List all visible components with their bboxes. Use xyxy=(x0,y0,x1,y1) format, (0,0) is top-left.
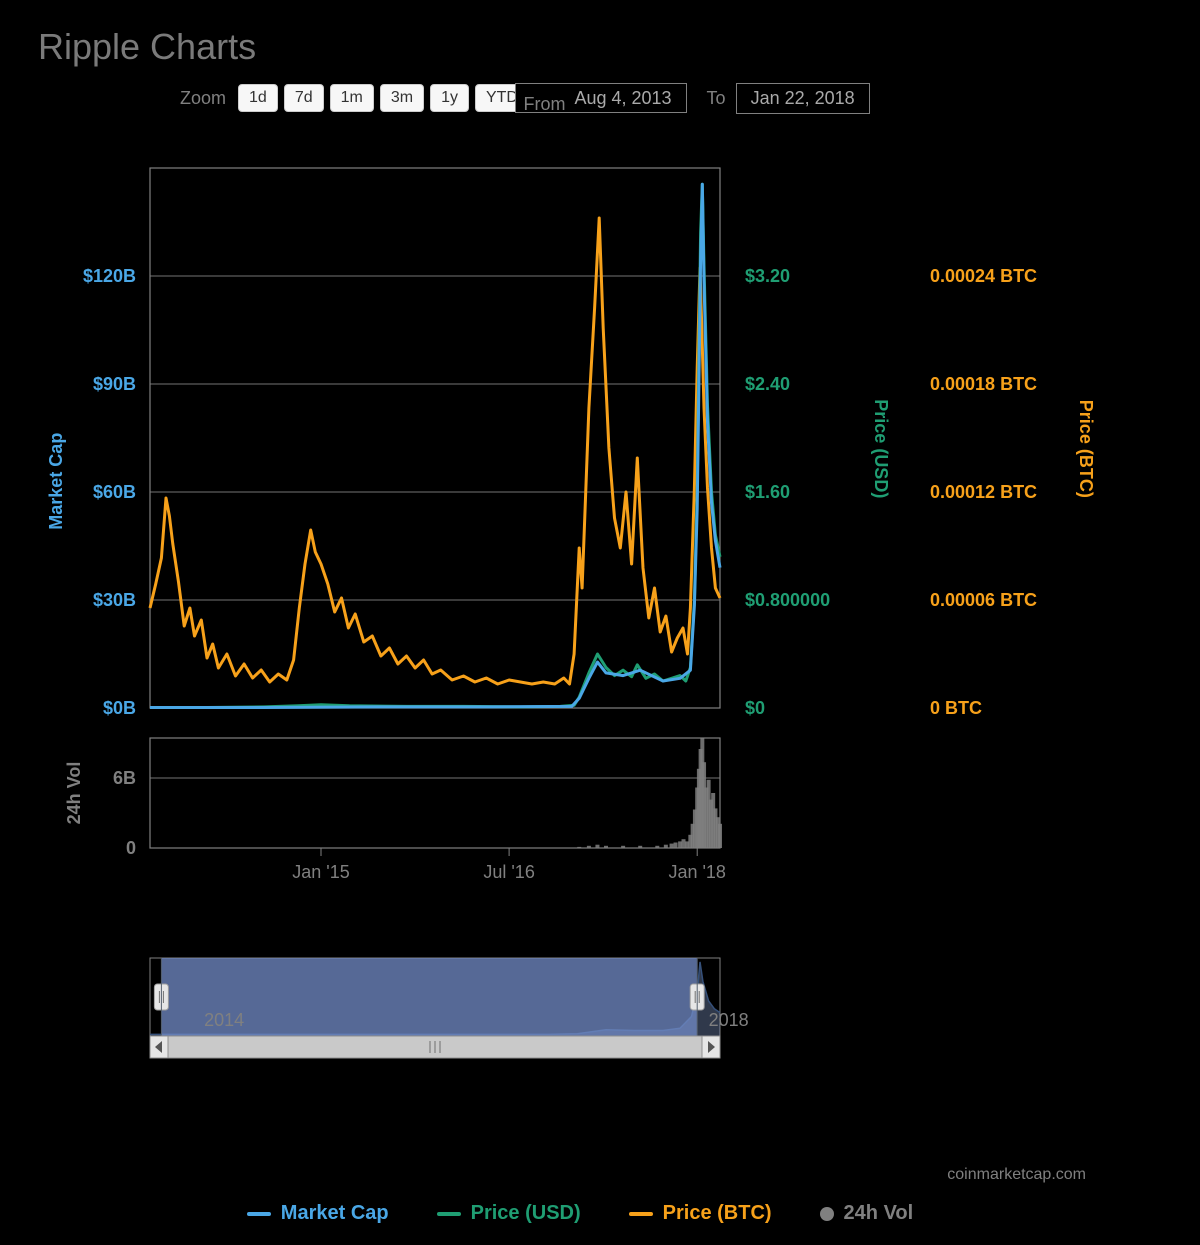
legend-item-price-usd-[interactable]: Price (USD) xyxy=(437,1202,581,1225)
svg-text:Price (BTC): Price (BTC) xyxy=(1076,400,1096,498)
zoom-button-3m[interactable]: 3m xyxy=(380,84,424,112)
legend: Market Cap Price (USD) Price (BTC) 24h Vol xyxy=(20,1198,1140,1225)
svg-text:$0: $0 xyxy=(745,698,765,718)
svg-text:Price (USD): Price (USD) xyxy=(871,399,891,498)
attribution: coinmarketcap.com xyxy=(947,1166,1086,1184)
svg-text:24h Vol: 24h Vol xyxy=(64,762,84,825)
svg-text:Jan '18: Jan '18 xyxy=(668,862,725,882)
to-label: To xyxy=(707,88,726,109)
legend-item-market-cap[interactable]: Market Cap xyxy=(247,1202,389,1225)
svg-text:2018: 2018 xyxy=(709,1010,749,1030)
legend-label: 24h Vol xyxy=(844,1202,914,1225)
controls-row: Zoom 1d7d1m3m1yYTDALL From Aug 4, 2013 T… xyxy=(20,78,1140,118)
svg-text:$0.800000: $0.800000 xyxy=(745,590,830,610)
legend-item-price-btc-[interactable]: Price (BTC) xyxy=(629,1202,772,1225)
zoom-label: Zoom xyxy=(180,88,226,109)
svg-text:0 BTC: 0 BTC xyxy=(930,698,982,718)
svg-text:Jul '16: Jul '16 xyxy=(483,862,534,882)
svg-text:6B: 6B xyxy=(113,768,136,788)
legend-line-icon xyxy=(629,1212,653,1216)
svg-text:0.00018 BTC: 0.00018 BTC xyxy=(930,374,1037,394)
svg-text:0.00012 BTC: 0.00012 BTC xyxy=(930,482,1037,502)
svg-text:$2.40: $2.40 xyxy=(745,374,790,394)
legend-label: Price (USD) xyxy=(471,1202,581,1225)
legend-label: Market Cap xyxy=(281,1202,389,1225)
svg-text:0.00006 BTC: 0.00006 BTC xyxy=(930,590,1037,610)
svg-text:$90B: $90B xyxy=(93,374,136,394)
svg-text:Jan '15: Jan '15 xyxy=(292,862,349,882)
svg-text:2014: 2014 xyxy=(204,1010,244,1030)
svg-text:$1.60: $1.60 xyxy=(745,482,790,502)
date-to[interactable]: Jan 22, 2018 xyxy=(736,83,870,114)
zoom-button-1y[interactable]: 1y xyxy=(430,84,469,112)
legend-dot-icon xyxy=(820,1207,834,1221)
svg-text:Market Cap: Market Cap xyxy=(46,433,66,530)
svg-text:0: 0 xyxy=(126,838,136,858)
legend-line-icon xyxy=(247,1212,271,1216)
svg-text:$3.20: $3.20 xyxy=(745,266,790,286)
svg-text:$120B: $120B xyxy=(83,266,136,286)
legend-label: Price (BTC) xyxy=(663,1202,772,1225)
svg-text:$60B: $60B xyxy=(93,482,136,502)
chart-title: Ripple Charts xyxy=(20,20,1140,78)
svg-text:$0B: $0B xyxy=(103,698,136,718)
chart-svg: $0B $30B $60B $90B $120B Market Cap $0 $0.80000… xyxy=(20,118,1110,1198)
zoom-button-7d[interactable]: 7d xyxy=(284,84,324,112)
svg-text:0.00024 BTC: 0.00024 BTC xyxy=(930,266,1037,286)
svg-text:$30B: $30B xyxy=(93,590,136,610)
legend-item-24h-vol[interactable]: 24h Vol xyxy=(820,1202,914,1225)
from-label: From xyxy=(523,94,565,115)
zoom-button-1d[interactable]: 1d xyxy=(238,84,278,112)
zoom-button-1m[interactable]: 1m xyxy=(330,84,374,112)
plot-area: $0B $30B $60B $90B $120B Market Cap $0 $0.80000… xyxy=(20,118,1110,1198)
legend-line-icon xyxy=(437,1212,461,1216)
